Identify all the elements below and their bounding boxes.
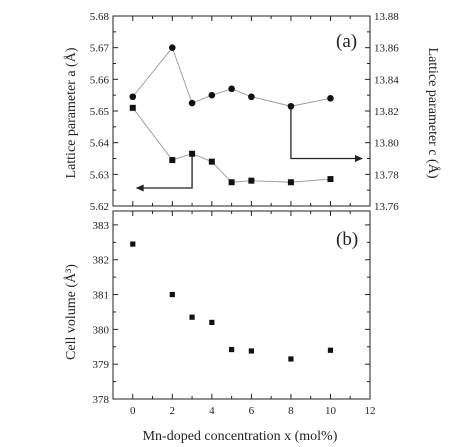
panel-a-label: (a) <box>336 31 357 52</box>
data-point-c <box>208 91 216 99</box>
x-tick-label: 6 <box>249 405 255 417</box>
y-left-tick-label-a: 5.67 <box>90 43 110 55</box>
data-point-c <box>169 44 176 51</box>
data-point-c <box>129 93 137 101</box>
y-right-tick-label-a: 13.86 <box>374 43 399 55</box>
arrow-to-right-axis <box>290 106 356 160</box>
y-right-tick-label-a: 13.84 <box>374 74 399 86</box>
data-point-c <box>248 93 255 101</box>
x-tick-label: 4 <box>209 405 215 417</box>
y-tick-label-b: 380 <box>93 324 110 336</box>
y-right-tick-label-a: 13.80 <box>374 138 399 150</box>
data-point-a <box>327 176 334 183</box>
y-tick-label-b: 378 <box>93 394 110 406</box>
data-markers <box>129 44 334 362</box>
y-tick-label-b: 379 <box>93 359 110 371</box>
series-lines <box>132 46 331 183</box>
y-left-tick-label-a: 5.62 <box>90 201 109 213</box>
data-point-volume <box>169 291 175 298</box>
y-left-tick-label-a: 5.68 <box>90 11 110 23</box>
data-point-a <box>129 104 136 111</box>
data-point-c <box>287 102 295 110</box>
y-right-tick-label-a: 13.76 <box>374 201 399 213</box>
arrow-head-left <box>135 184 144 192</box>
data-point-volume <box>189 314 195 320</box>
y-tick-label-b: 381 <box>93 290 110 302</box>
y-axis-title-panel-b: Cell volume (Å³) <box>63 264 79 360</box>
panel-b-frame <box>112 210 371 400</box>
y-left-tick-label-a: 5.63 <box>90 169 110 181</box>
y-tick-label-b: 383 <box>93 220 110 232</box>
arrow-to-left-axis <box>142 153 193 189</box>
data-point-c <box>188 99 196 107</box>
y-left-tick-label-a: 5.64 <box>90 138 110 150</box>
y-axis-title-panel-a-right: Lattice parameter c (Å) <box>425 48 441 179</box>
data-point-volume <box>248 348 254 354</box>
axis-ticks: 0 2 4 6 8 10 12 5.62 5.63 5.64 5.65 5.66 5.67 5.68 13.… <box>90 11 400 417</box>
data-point-volume <box>130 241 136 247</box>
data-point-a <box>248 177 255 184</box>
axis-indicator-arrows <box>135 106 363 192</box>
x-tick-label: 10 <box>325 405 337 417</box>
panel-b-label: (b) <box>336 229 358 250</box>
x-axis-title: Mn-doped concentration x (mol%) <box>143 429 338 444</box>
data-point-c <box>327 95 334 102</box>
y-right-tick-label-a: 13.78 <box>374 169 399 181</box>
y-right-tick-label-a: 13.82 <box>374 106 399 118</box>
y-tick-label-b: 382 <box>93 255 110 267</box>
y-left-tick-label-a: 5.65 <box>90 106 110 118</box>
data-point-volume <box>327 347 334 353</box>
y-left-tick-label-a: 5.66 <box>90 74 110 86</box>
data-point-volume <box>288 356 294 362</box>
data-point-c <box>228 85 235 93</box>
data-point-a <box>208 158 215 165</box>
y-right-tick-label-a: 13.88 <box>374 11 399 23</box>
x-tick-label: 2 <box>170 405 176 417</box>
data-point-volume <box>209 319 215 326</box>
x-tick-label: 0 <box>130 405 136 417</box>
data-point-volume <box>229 346 235 353</box>
data-point-a <box>287 179 294 186</box>
data-point-a <box>189 150 196 157</box>
y-axis-title-panel-a-left: Lattice parameter a (Å) <box>63 47 79 178</box>
text-labels: (a) (b) Mn-doped concentration x (mol%) … <box>63 31 441 444</box>
x-tick-label: 8 <box>288 405 294 417</box>
series-line-a <box>132 107 331 183</box>
series-line-c <box>132 46 331 107</box>
x-tick-label: 12 <box>365 405 376 417</box>
arrow-head-right <box>355 155 363 162</box>
data-point-a <box>228 179 235 186</box>
data-point-a <box>169 157 176 164</box>
